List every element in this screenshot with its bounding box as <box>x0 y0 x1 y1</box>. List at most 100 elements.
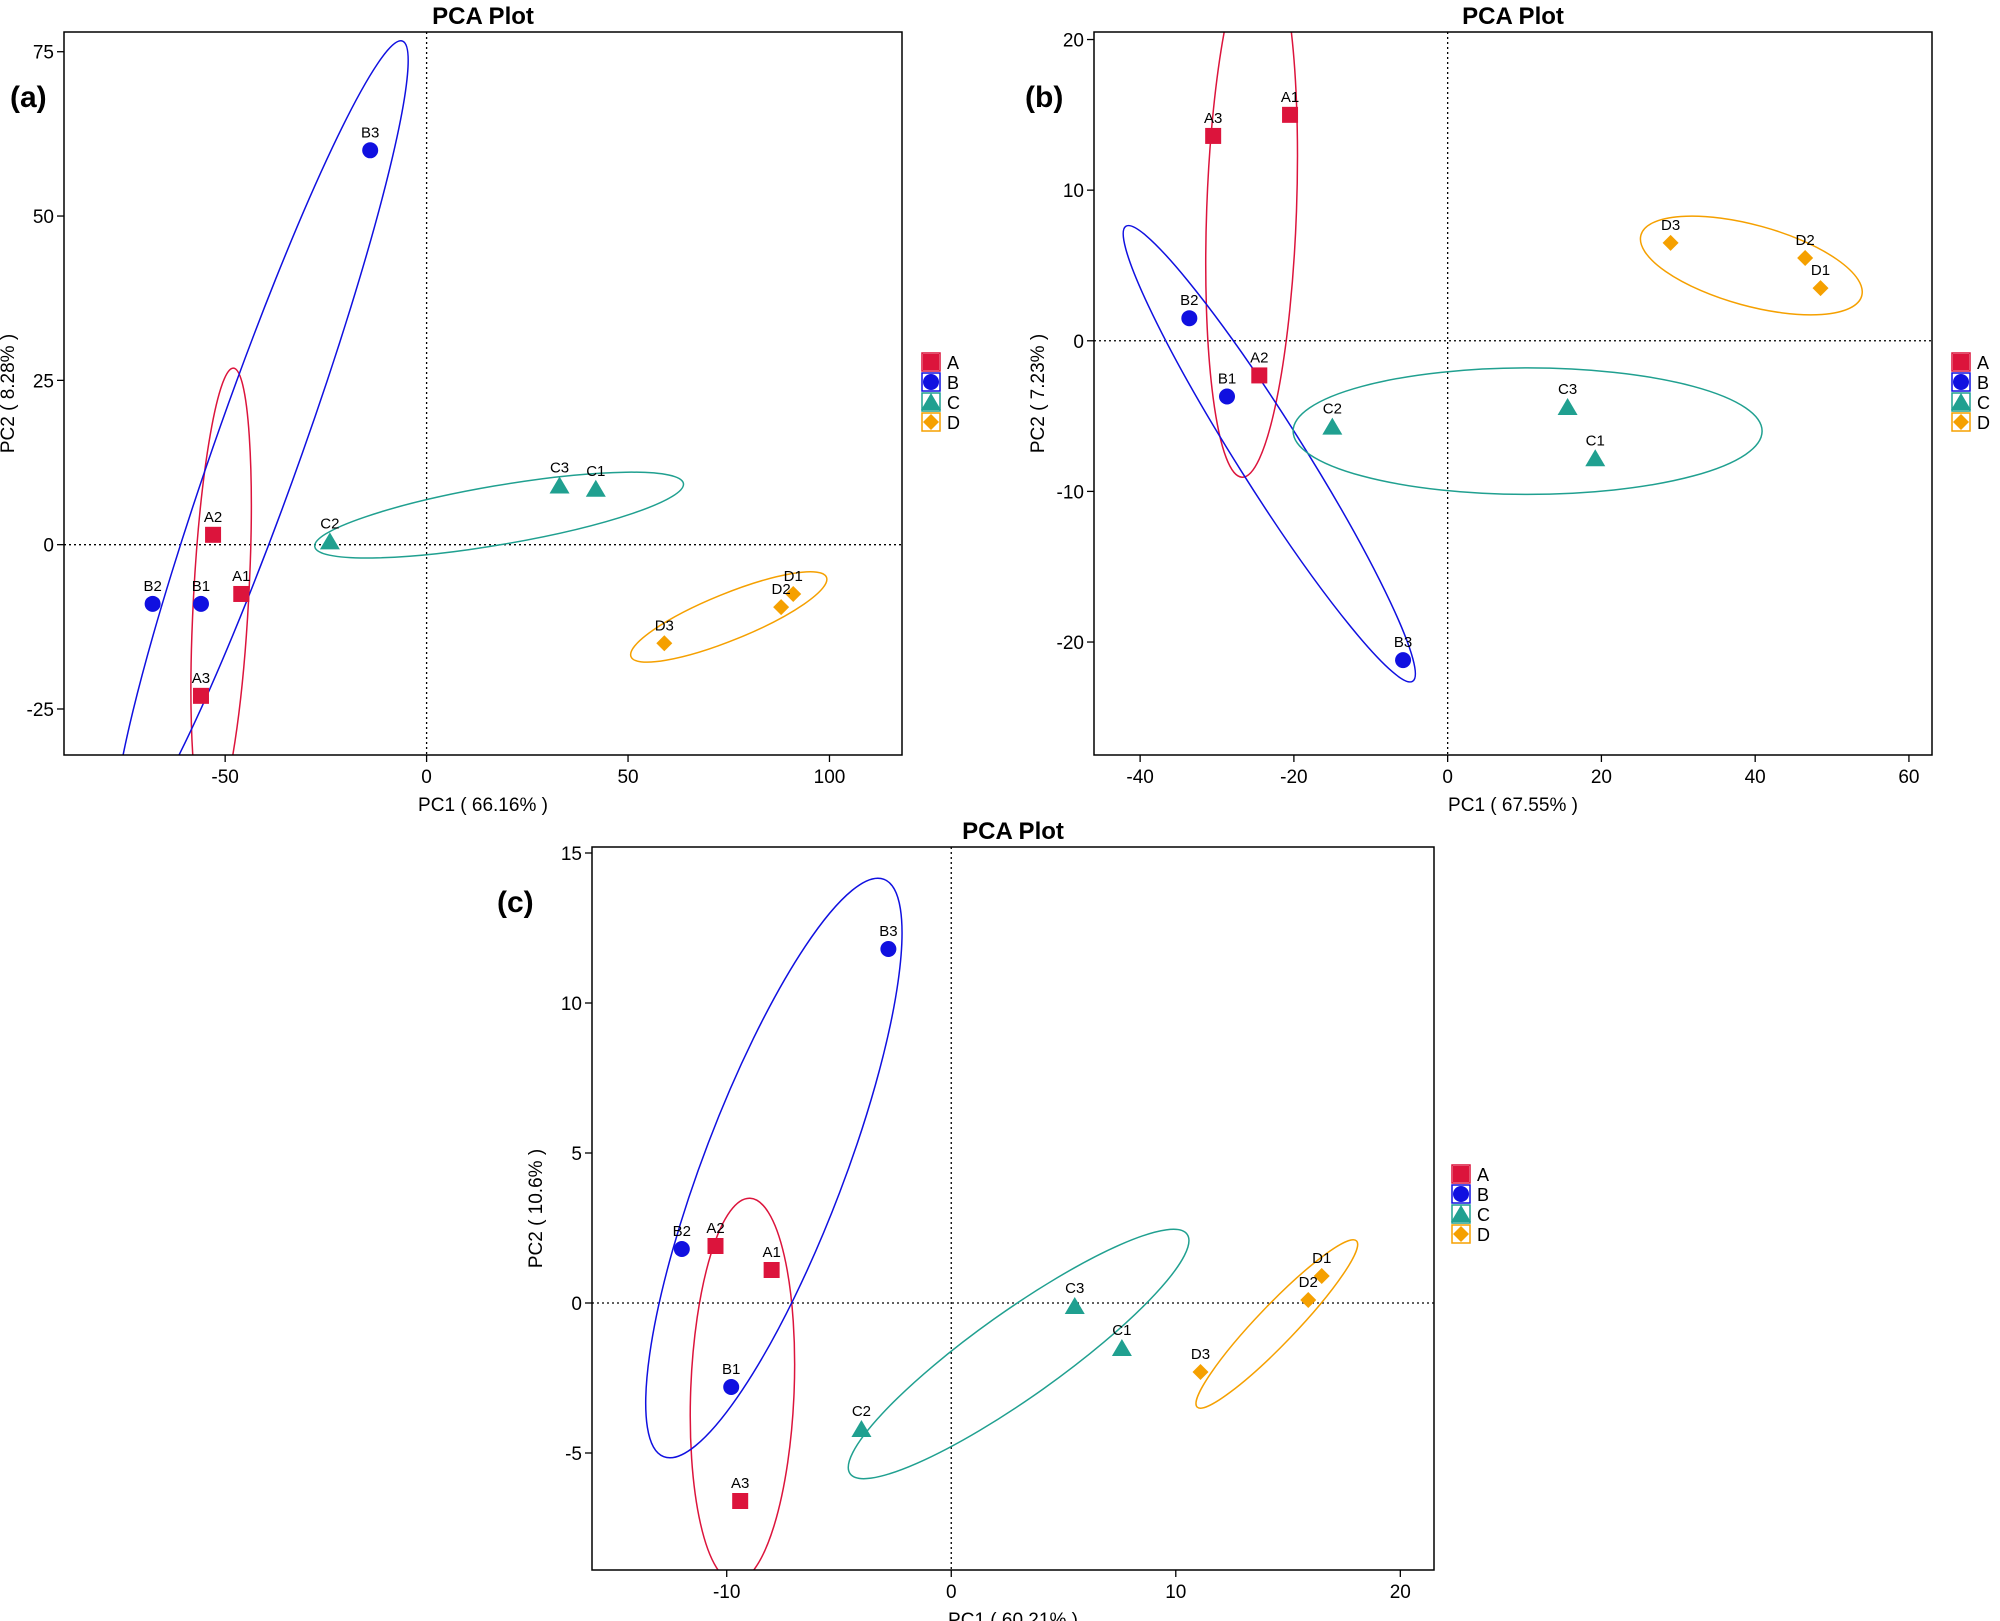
panel-a-point-label-c2: C2 <box>320 515 339 532</box>
panel-a-xtick-label: -50 <box>211 767 238 788</box>
panel-c: PCA Plot (c) A1 A2 A3 B1 B2 B3 C1 C2 C3 D1 D2 D3 -10 0 1… <box>497 818 1490 1621</box>
panel-a-point-b3 <box>362 142 379 159</box>
panel-c-xtick-label: 0 <box>946 1582 957 1603</box>
panel-a-point-a2 <box>205 526 222 543</box>
panel-b-ellipse-a <box>1204 32 1299 478</box>
panel-a-title: PCA Plot <box>432 3 534 30</box>
panel-b: PCA Plot (b) A1 A2 A3 B1 B2 B3 C1 C2 C3 D1 D2 D3 -40 -2… <box>1025 3 1990 816</box>
panel-c-point-a1 <box>763 1262 780 1278</box>
panel-c-xlabel: PC1 ( 60.21% ) <box>948 1610 1078 1621</box>
panel-a-point-label-b2: B2 <box>143 578 161 595</box>
panel-c-title: PCA Plot <box>962 818 1064 845</box>
panel-a-legend-a-marker <box>923 354 939 370</box>
panel-c-xtick-label: 10 <box>1165 1582 1186 1603</box>
panel-a-xtick-label: 0 <box>421 767 432 788</box>
panel-a-point-label-b3: B3 <box>361 124 379 141</box>
panel-a-point-a3 <box>192 687 209 704</box>
panel-b-ytick-label: -10 <box>1057 482 1084 503</box>
panel-a-point-label-d2: D2 <box>772 581 791 598</box>
panel-b-point-label-b1: B1 <box>1218 371 1236 388</box>
panel-a-legend-a-label: A <box>947 353 959 373</box>
panel-b-xtick-label: 0 <box>1442 767 1453 788</box>
panel-b-point-label-d3: D3 <box>1661 217 1680 234</box>
panel-c-legend-c-marker <box>1451 1205 1471 1222</box>
panel-b-point-label-c2: C2 <box>1323 401 1342 418</box>
panel-c-ellipse-c <box>847 1228 1190 1480</box>
panel-c-label: (c) <box>497 886 534 919</box>
panel-a-point-c1 <box>585 479 606 497</box>
panel-a-ytick-label: 75 <box>33 43 54 64</box>
panel-c-point-label-b3: B3 <box>879 923 897 940</box>
panel-a-legend-b-label: B <box>947 373 959 393</box>
panel-b-point-c1 <box>1585 449 1606 467</box>
panel-c-point-a3 <box>732 1493 749 1509</box>
panel-b-ytick-label: 20 <box>1063 31 1084 52</box>
panel-c-point-label-a3: A3 <box>731 1475 749 1492</box>
panel-b-point-label-c3: C3 <box>1558 381 1577 398</box>
panel-c-legend-a-label: A <box>1477 1165 1489 1185</box>
panel-c-legend-a-marker <box>1453 1166 1469 1182</box>
panel-a-ytick-label: -25 <box>27 700 54 721</box>
panel-b-ellipse-d <box>1639 215 1863 316</box>
panel-c-point-b2 <box>673 1241 690 1257</box>
panel-b-ellipses <box>1122 32 1863 683</box>
panel-c-point-label-c3: C3 <box>1065 1280 1084 1297</box>
panel-c-plot-frame <box>591 846 1435 1571</box>
panel-c-point-label-d1: D1 <box>1312 1250 1331 1267</box>
panel-a-point-a1 <box>233 585 250 602</box>
panel-b-ellipse-b <box>1122 224 1417 683</box>
panel-a-point-label-d1: D1 <box>784 568 803 585</box>
panel-a-point-b1 <box>192 595 209 612</box>
panel-c-legend-b-marker <box>1453 1186 1469 1202</box>
panel-c-ellipse-a <box>689 1197 796 1570</box>
panel-a-point-label-a3: A3 <box>192 670 210 687</box>
panel-b-ylabel: PC2 ( 7.23% ) <box>1028 334 1049 453</box>
panel-b-point-label-c1: C1 <box>1586 432 1605 449</box>
panel-b-point-a3 <box>1205 127 1222 144</box>
panel-c-point-b3 <box>880 941 897 957</box>
panel-a-point-label-c1: C1 <box>586 463 605 480</box>
panel-b-point-b3 <box>1395 652 1412 669</box>
panel-c-point-label-a1: A1 <box>762 1244 780 1261</box>
panel-a-point-label-c3: C3 <box>550 460 569 477</box>
panel-b-point-c2 <box>1322 417 1343 435</box>
panel-a-label: (a) <box>10 81 47 114</box>
panel-c-point-a2 <box>707 1238 724 1254</box>
panel-b-point-b1 <box>1219 388 1236 405</box>
panel-b-plot-frame <box>1093 31 1933 756</box>
panel-b-legend-c-marker <box>1951 393 1971 410</box>
panel-c-point-c2 <box>851 1420 872 1437</box>
panel-c-ytick-label: 0 <box>571 1294 582 1315</box>
panel-c-ylabel: PC2 ( 10.6% ) <box>526 1149 547 1268</box>
panel-b-point-a1 <box>1282 106 1299 123</box>
panel-b-xtick-label: -40 <box>1126 767 1153 788</box>
panel-b-point-d1 <box>1812 280 1829 297</box>
panel-b-point-label-a1: A1 <box>1281 89 1299 106</box>
panel-b-legend-d-marker <box>1953 414 1969 430</box>
panel-b-xtick-label: 60 <box>1898 767 1919 788</box>
panel-c-point-c3 <box>1064 1297 1085 1314</box>
panel-b-legend-b-label: B <box>1977 373 1989 393</box>
panel-c-legend-b-label: B <box>1477 1185 1489 1205</box>
panel-c-point-d3 <box>1192 1364 1209 1380</box>
panel-a-point-label-a2: A2 <box>204 509 222 526</box>
panel-a-xtick-label: 50 <box>617 767 638 788</box>
panel-b-point-label-d1: D1 <box>1811 262 1830 279</box>
panel-a-point-d3 <box>656 635 673 652</box>
panel-a-legend-d-label: D <box>947 413 960 433</box>
panel-c-legend-d-label: D <box>1477 1225 1490 1245</box>
panel-b-legend-a-marker <box>1953 354 1969 370</box>
panel-b-point-b2 <box>1181 310 1198 327</box>
panel-c-point-label-b2: B2 <box>673 1223 691 1240</box>
panel-a-legend-b-marker <box>923 374 939 390</box>
panel-b-point-label-b2: B2 <box>1180 292 1198 309</box>
panel-c-ytick-label: 10 <box>561 994 582 1015</box>
panel-c-point-d2 <box>1300 1292 1317 1308</box>
panel-a-ylabel: PC2 ( 8.28% ) <box>0 334 19 453</box>
panel-a-ytick-label: 25 <box>33 371 54 392</box>
panel-c-point-c1 <box>1111 1339 1132 1356</box>
panel-c-legend-c-label: C <box>1477 1205 1490 1225</box>
panel-c-point-label-d3: D3 <box>1191 1346 1210 1363</box>
panel-b-legend-b-marker <box>1953 374 1969 390</box>
